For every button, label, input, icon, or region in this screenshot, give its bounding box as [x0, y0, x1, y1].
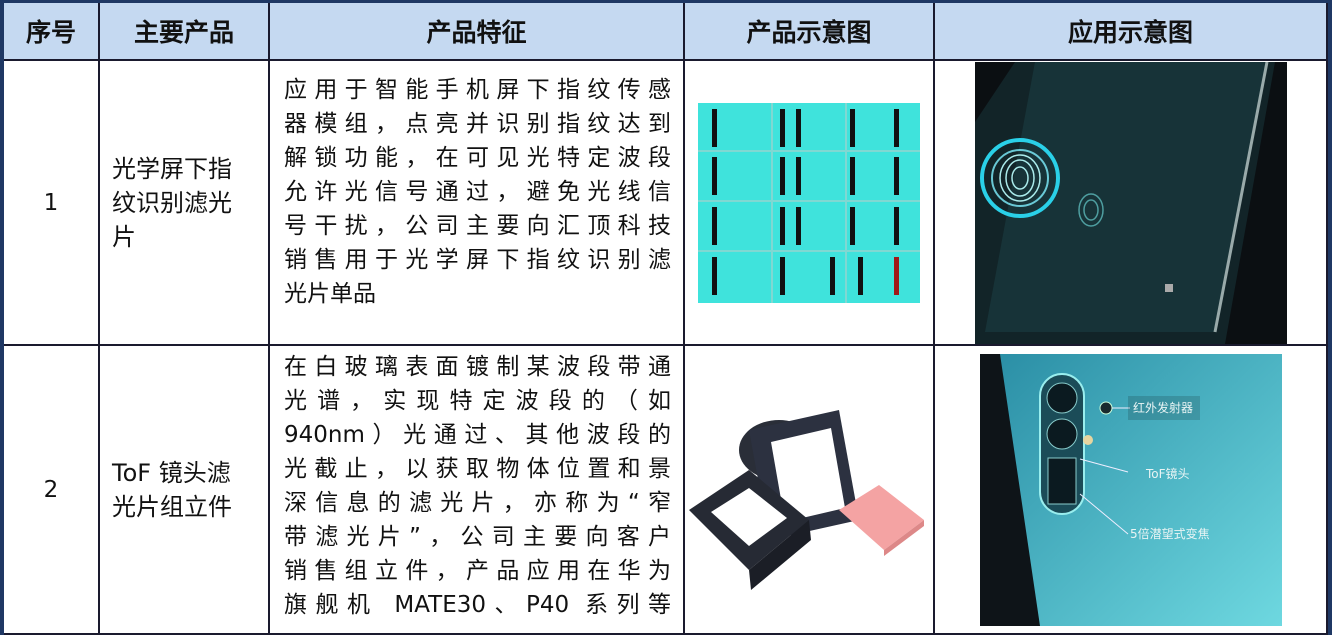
index-cell: 1 [4, 61, 100, 346]
text-line: 解锁功能，在可见光特定波段 [284, 145, 671, 171]
text-line: 号干扰，公司主要向汇顶科技 [284, 213, 671, 239]
text-line: 片 [112, 222, 136, 251]
text-line: 940nm）光通过、其他波段的 [284, 422, 671, 448]
header-cell: 应用示意图 [935, 3, 1328, 61]
text-line: 允许光信号通过，避免光线信 [284, 179, 671, 205]
text-line: 深信息的滤光片，亦称为“窄 [284, 490, 671, 516]
filter-array-image [698, 102, 920, 303]
text-line: 纹识别滤光 [112, 188, 232, 217]
header-cell: 产品特征 [270, 3, 685, 61]
product-lines: 光学屏下指纹识别滤光片 [112, 152, 232, 254]
index-cell: 2 [4, 346, 100, 635]
feature-cell: 应用于智能手机屏下指纹传感 器模组，点亮并识别指纹达到 解锁功能，在可见光特定波段允… [270, 61, 685, 346]
product-image-cell [685, 346, 935, 635]
product-image-cell [685, 61, 935, 346]
text-line: 光片单品 [284, 281, 376, 307]
filter-assembly-image [689, 409, 924, 590]
header-cell: 序号 [4, 3, 100, 61]
header-cell: 产品示意图 [685, 3, 935, 61]
feature-cell: 在白玻璃表面镀制某波段带通 光谱，实现特定波段的（如 940nm）光通过、其他波段的… [270, 346, 685, 635]
application-image-cell: 红外发射器 ToF镜头 5倍潜望式变焦 [935, 346, 1328, 635]
application-image-cell [935, 61, 1328, 346]
text-line: 光片组立件 [112, 492, 232, 521]
product-cell: 光学屏下指纹识别滤光片 [100, 61, 270, 346]
text-line: 器模组，点亮并识别指纹达到 [284, 111, 671, 137]
text-line: 光截止，以获取物体位置和景 [284, 456, 671, 482]
text-line: 带滤光片”，公司主要向客户 [284, 524, 671, 550]
header-cell: 主要产品 [100, 3, 270, 61]
image-label: 红外发射器 [1133, 400, 1193, 415]
text-line: 光学屏下指 [112, 154, 232, 183]
text-line: 光谱，实现特定波段的（如 [284, 388, 671, 414]
tof-phone-image: 红外发射器 ToF镜头 5倍潜望式变焦 [979, 354, 1282, 626]
text-line: 旗舰机 MATE30、P40 系列等 [284, 592, 671, 618]
fingerprint-phone-image [974, 61, 1287, 344]
image-label: ToF镜头 [1145, 466, 1190, 481]
text-line: ToF 镜头滤 [112, 458, 231, 487]
image-label: 5倍潜望式变焦 [1130, 526, 1210, 541]
product-cell: ToF 镜头滤 光片组立件 [100, 346, 270, 635]
text-line: 销售用于光学屏下指纹识别滤 [284, 247, 671, 273]
text-line: 在白玻璃表面镀制某波段带通 [284, 354, 671, 380]
product-lines: ToF 镜头滤 光片组立件 [112, 456, 232, 524]
text-line: 销售组立件，产品应用在华为 [284, 558, 671, 584]
text-line: 应用于智能手机屏下指纹传感 [284, 77, 671, 103]
